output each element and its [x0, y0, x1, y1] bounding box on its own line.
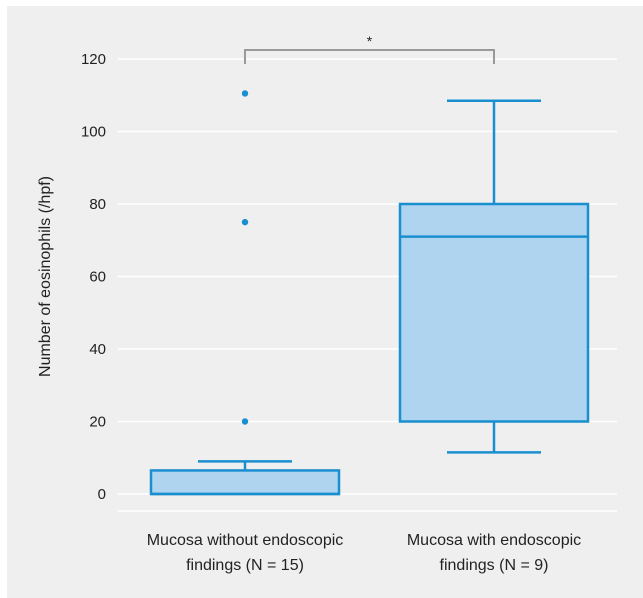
y-tick-label: 0	[98, 486, 106, 503]
y-tick-label: 80	[89, 196, 106, 213]
category-label-0-line2: findings (N = 15)	[186, 557, 304, 574]
boxes	[149, 90, 590, 496]
y-tick-label: 20	[89, 414, 106, 431]
category-label-1-line1: Mucosa with endoscopic	[407, 532, 581, 549]
bracket-line	[244, 49, 495, 64]
y-tick-label: 100	[81, 124, 106, 141]
y-axis-ticks: 0 20 40 60 80 100 120	[81, 51, 106, 503]
category-labels: Mucosa without endoscopic findings (N = …	[147, 532, 581, 574]
box-group-1	[398, 99, 590, 454]
y-tick-label: 60	[89, 269, 106, 286]
y-tick-label: 120	[81, 51, 106, 68]
category-label-1-line2: findings (N = 9)	[440, 557, 549, 574]
outlier-point	[241, 418, 249, 425]
box-group-0	[149, 90, 341, 496]
iqr-box	[398, 202, 590, 423]
y-tick-label: 40	[89, 341, 106, 358]
outlier-point	[241, 218, 249, 226]
significance-bracket: *	[244, 33, 495, 64]
significance-label: *	[367, 33, 373, 49]
iqr-box	[149, 469, 341, 496]
category-label-0-line1: Mucosa without endoscopic	[147, 532, 344, 549]
outlier-point	[241, 90, 249, 97]
y-axis-label: Number of eosinophils (/hpf)	[37, 176, 54, 377]
